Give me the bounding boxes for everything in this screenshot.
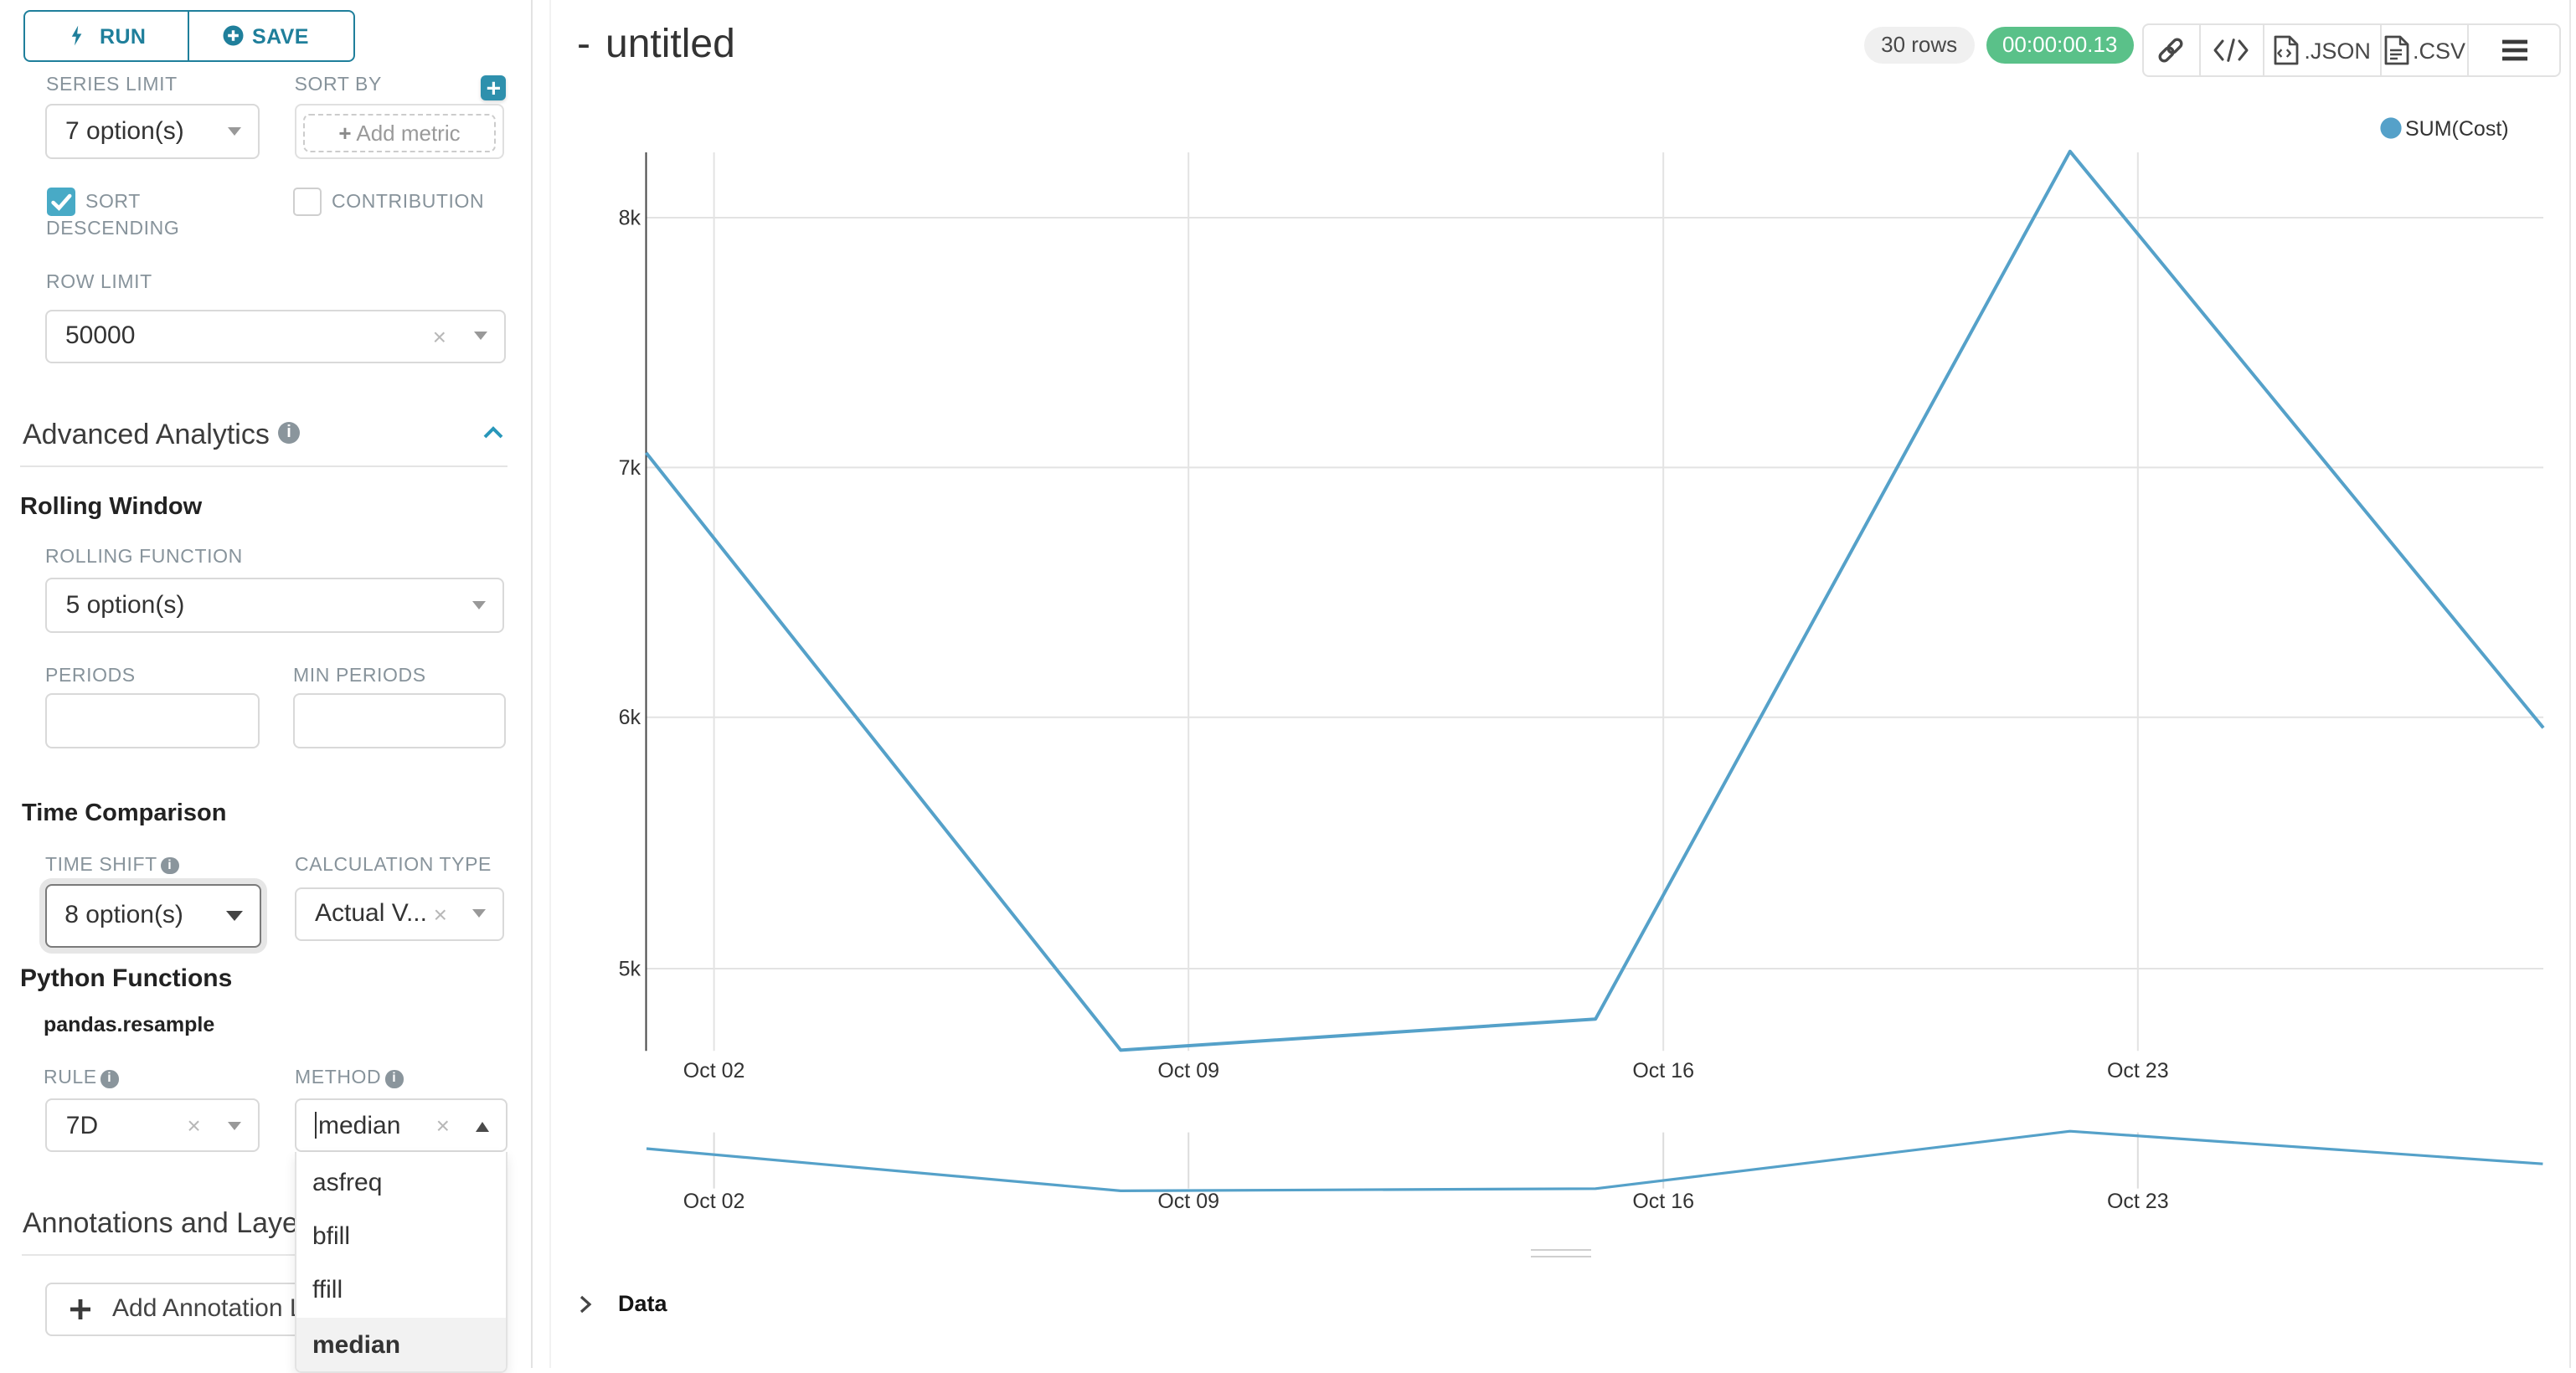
svg-text:Oct 02: Oct 02 [683,1190,745,1213]
svg-text:7k: 7k [619,456,641,480]
svg-text:Oct 16: Oct 16 [1632,1059,1694,1082]
svg-text:Oct 09: Oct 09 [1157,1190,1219,1213]
svg-text:SUM(Cost): SUM(Cost) [2405,117,2509,141]
svg-text:Oct 02: Oct 02 [683,1059,745,1082]
svg-text:8k: 8k [619,206,641,229]
svg-text:Oct 09: Oct 09 [1157,1059,1219,1082]
svg-text:Oct 23: Oct 23 [2107,1059,2169,1082]
svg-text:Oct 23: Oct 23 [2107,1190,2169,1213]
svg-text:Oct 16: Oct 16 [1632,1190,1694,1213]
svg-text:6k: 6k [619,706,641,729]
svg-text:5k: 5k [619,957,641,980]
